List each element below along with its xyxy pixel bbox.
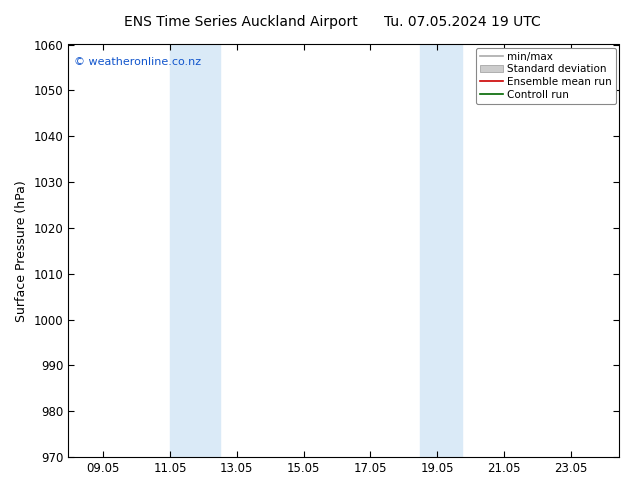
Text: © weatheronline.co.nz: © weatheronline.co.nz <box>74 57 201 67</box>
Bar <box>170 45 220 457</box>
Legend: min/max, Standard deviation, Ensemble mean run, Controll run: min/max, Standard deviation, Ensemble me… <box>476 48 616 104</box>
Bar <box>420 45 462 457</box>
Text: ENS Time Series Auckland Airport: ENS Time Series Auckland Airport <box>124 15 358 29</box>
Y-axis label: Surface Pressure (hPa): Surface Pressure (hPa) <box>15 180 28 322</box>
Text: Tu. 07.05.2024 19 UTC: Tu. 07.05.2024 19 UTC <box>384 15 541 29</box>
